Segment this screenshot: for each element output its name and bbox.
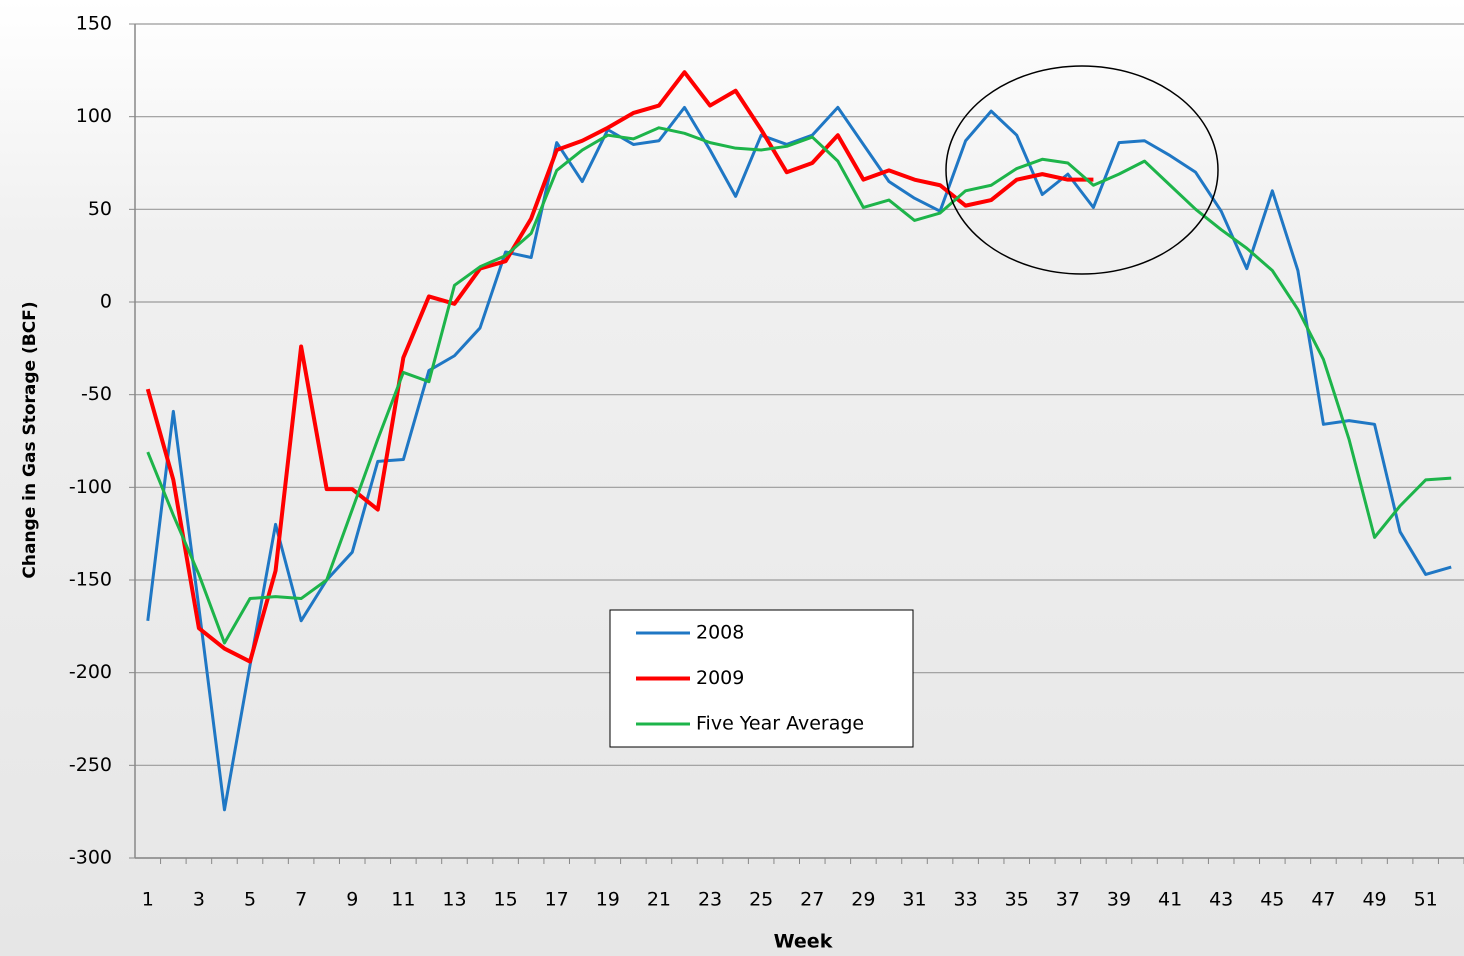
y-tick-label: -250	[69, 754, 112, 776]
x-tick-label: 45	[1260, 889, 1284, 911]
x-tick-label: 17	[545, 889, 569, 911]
page: 2008 2009 Five Year Average Week Change in…	[0, 0, 1464, 956]
legend-label: 2008	[696, 622, 744, 644]
x-tick-label: 39	[1107, 889, 1131, 911]
x-tick-label: 23	[698, 889, 722, 911]
x-tick-label: 19	[596, 889, 620, 911]
legend-label: 2009	[696, 667, 744, 689]
y-tick-label: -200	[69, 661, 112, 683]
x-tick-label: 15	[493, 889, 517, 911]
y-tick-label: -100	[69, 476, 112, 498]
x-tick-label: 43	[1209, 889, 1233, 911]
x-tick-label: 11	[391, 889, 415, 911]
x-tick-label: 7	[295, 889, 307, 911]
y-axis-title: Change in Gas Storage (BCF)	[20, 301, 40, 578]
x-tick-label: 25	[749, 889, 773, 911]
x-axis-title: Week	[774, 931, 833, 953]
legend-label: Five Year Average	[696, 713, 864, 735]
x-tick-label: 29	[851, 889, 875, 911]
chart: 2008 2009 Five Year Average Week Change in…	[0, 0, 1464, 956]
x-tick-label: 1	[142, 889, 154, 911]
x-tick-label: 27	[800, 889, 824, 911]
x-tick-label: 5	[244, 889, 256, 911]
y-tick-label: 100	[76, 105, 112, 127]
y-tick-label: -300	[69, 847, 112, 869]
x-tick-label: 49	[1362, 889, 1386, 911]
x-tick-label: 37	[1056, 889, 1080, 911]
x-tick-label: 41	[1158, 889, 1182, 911]
legend: 2008 2009 Five Year Average	[610, 610, 913, 747]
y-tick-label: 50	[88, 198, 112, 220]
x-tick-label: 3	[193, 889, 205, 911]
y-tick-label: -50	[81, 383, 112, 405]
x-tick-label: 13	[442, 889, 466, 911]
y-tick-label: 150	[76, 13, 112, 35]
x-tick-label: 35	[1005, 889, 1029, 911]
background	[0, 0, 1464, 956]
x-tick-label: 21	[647, 889, 671, 911]
x-tick-label: 33	[954, 889, 978, 911]
x-tick-label: 51	[1414, 889, 1438, 911]
y-tick-label: -150	[69, 569, 112, 591]
x-tick-label: 31	[902, 889, 926, 911]
x-tick-label: 47	[1311, 889, 1335, 911]
x-tick-label: 9	[346, 889, 358, 911]
y-tick-label: 0	[100, 291, 112, 313]
